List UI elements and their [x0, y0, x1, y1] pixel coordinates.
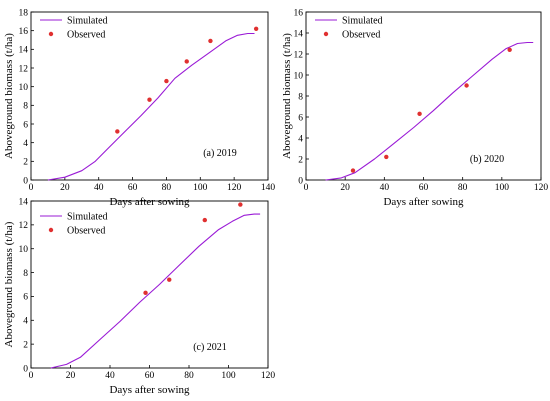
y-tick-label: 12	[19, 221, 29, 231]
x-tick-label: 100	[193, 183, 208, 193]
y-tick-label: 14	[19, 197, 29, 207]
chart-panel-1: 0 20 40 60 80 100 120 140 0 2 4 6 8 10 12 14 16 18 Days af…	[3, 8, 275, 208]
observed-point	[184, 59, 189, 64]
y-tick-label: 10	[19, 245, 29, 255]
legend-observed: Observed	[67, 226, 105, 237]
x-tick-label: 0	[29, 183, 34, 193]
y-tick-label: 2	[23, 340, 28, 350]
panel-label: (a) 2019	[203, 148, 237, 159]
x-tick-label: 0	[29, 371, 34, 381]
observed-point	[167, 277, 172, 282]
x-tick-label: 40	[380, 183, 390, 193]
legend-simulated: Simulated	[342, 16, 383, 27]
observed-point	[147, 97, 152, 102]
legend-observed: Observed	[342, 30, 380, 41]
y-tick-label: 4	[23, 139, 28, 149]
observed-point	[350, 168, 356, 173]
y-tick-label: 6	[23, 120, 28, 130]
chart-panel-2: 0 20 40 60 80 100 120 0 2 4 6 8 10 12 14 16 Days after s…	[281, 8, 548, 208]
chart-panel-3: 0 20 40 60 80 100 120 0 2 4 6 8 10 12 14 Days after sow…	[3, 197, 275, 396]
legend-observed: Observed	[67, 30, 105, 41]
x-tick-label: 140	[261, 183, 276, 193]
observed-point	[238, 202, 243, 207]
x-tick-label: 80	[162, 183, 172, 193]
plot-frame	[30, 11, 269, 181]
y-axis-title: Aboveground biomass (t/ha)	[281, 33, 293, 159]
y-tick-label: 2	[298, 155, 303, 165]
x-axis-title: Days after sowing	[383, 196, 464, 208]
x-tick-label: 60	[128, 183, 138, 193]
x-tick-label: 120	[534, 183, 549, 193]
x-tick-label: 20	[340, 183, 350, 193]
observed-point	[417, 111, 422, 117]
x-tick-label: 100	[221, 371, 236, 381]
panel-label: (b) 2020	[470, 154, 504, 165]
x-tick-label: 40	[105, 371, 115, 381]
panel-label: (c) 2021	[193, 342, 227, 353]
y-tick-label: 6	[298, 113, 303, 123]
x-tick-label: 100	[495, 183, 510, 193]
y-tick-label: 10	[294, 71, 304, 81]
y-axis-title: Aboveground biomass (t/ha)	[3, 221, 15, 347]
y-tick-label: 0	[23, 176, 28, 186]
observed-point	[384, 154, 389, 160]
observed-point	[143, 290, 148, 296]
observed-point	[253, 26, 259, 31]
x-tick-label: 80	[458, 183, 468, 193]
x-tick-label: 20	[60, 183, 70, 193]
simulated-line	[50, 213, 261, 369]
y-tick-label: 12	[19, 64, 29, 74]
y-tick-label: 18	[19, 8, 29, 18]
simulated-line	[47, 32, 255, 181]
x-axis-title: Days after sowing	[109, 196, 190, 208]
x-tick-label: 120	[261, 371, 276, 381]
y-tick-label: 8	[298, 92, 303, 102]
y-tick-label: 10	[19, 83, 29, 93]
y-tick-label: 2	[23, 158, 28, 168]
legend-point-swatch	[48, 227, 54, 233]
x-tick-label: 120	[227, 183, 242, 193]
observed-point	[164, 78, 169, 84]
x-axis-title: Days after sowing	[109, 384, 190, 396]
legend-simulated: Simulated	[67, 212, 108, 223]
observed-point	[115, 129, 120, 134]
x-tick-label: 80	[184, 371, 194, 381]
y-tick-label: 0	[298, 176, 303, 186]
y-tick-label: 12	[294, 50, 304, 60]
legend-simulated: Simulated	[67, 16, 108, 27]
y-tick-label: 16	[294, 8, 304, 18]
x-tick-label: 60	[145, 371, 155, 381]
legend-point-swatch	[48, 31, 54, 37]
y-tick-label: 14	[19, 46, 29, 56]
x-tick-label: 20	[66, 371, 76, 381]
y-tick-label: 14	[294, 29, 304, 39]
legend-point-swatch	[323, 31, 329, 37]
y-tick-label: 4	[23, 317, 28, 327]
observed-point	[464, 83, 469, 88]
y-tick-label: 6	[23, 293, 28, 303]
y-tick-label: 8	[23, 269, 28, 279]
simulated-line	[325, 41, 534, 181]
y-tick-label: 4	[298, 134, 303, 144]
x-tick-label: 40	[94, 183, 104, 193]
observed-point	[507, 47, 512, 52]
y-tick-label: 16	[19, 27, 29, 37]
y-tick-label: 0	[23, 364, 28, 374]
y-axis-title: Aboveground biomass (t/ha)	[3, 33, 15, 159]
observed-point	[202, 217, 207, 223]
y-tick-label: 8	[23, 102, 28, 112]
x-tick-label: 60	[419, 183, 429, 193]
observed-point	[208, 38, 213, 44]
x-tick-label: 0	[304, 183, 309, 193]
